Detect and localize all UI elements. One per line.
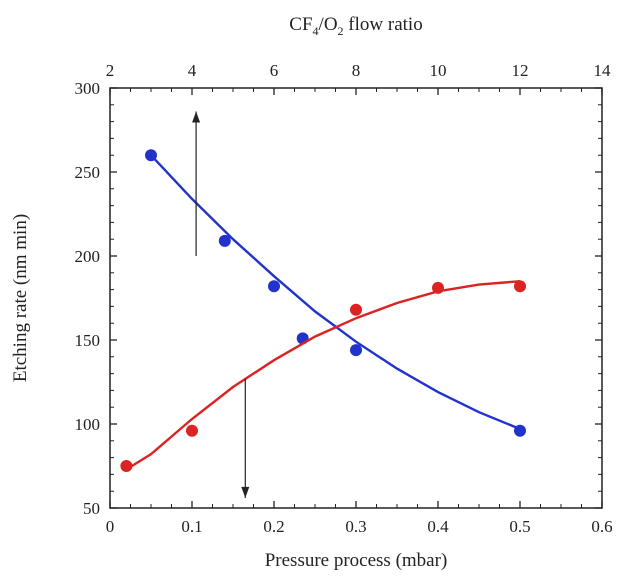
arrow-head — [192, 111, 201, 123]
y-tick-label: 50 — [83, 499, 100, 518]
top-tick-label: 2 — [106, 61, 115, 80]
x-tick-label: 0.2 — [263, 517, 284, 536]
data-point — [268, 280, 280, 293]
top-tick-label: 4 — [188, 61, 197, 80]
x-tick-label: 0.6 — [591, 517, 612, 536]
arrow-head — [241, 486, 250, 498]
top-title-slash-o: /O — [319, 14, 338, 35]
x-tick-label: 0 — [106, 517, 115, 536]
y-tick-label: 200 — [75, 247, 101, 266]
y-tick-label: 150 — [75, 331, 101, 350]
plot-frame — [109, 87, 603, 509]
data-point — [350, 344, 362, 357]
x-axis-title: Pressure process (mbar) — [265, 550, 448, 571]
data-point — [120, 460, 133, 472]
y-tick-label: 300 — [75, 79, 101, 98]
data-point — [186, 424, 198, 437]
top-axis-title: CF4/O2 flow ratio — [289, 14, 422, 38]
data-point — [432, 281, 444, 294]
top-title-sub-4: 4 — [313, 24, 319, 38]
data-point — [145, 149, 157, 162]
top-tick-label: 14 — [594, 61, 612, 80]
top-title-rest: flow ratio — [344, 14, 423, 35]
y-tick-label: 250 — [75, 163, 101, 182]
data-point — [514, 424, 526, 437]
x-tick-label: 0.5 — [509, 517, 530, 536]
top-title-cf: CF — [289, 14, 312, 35]
y-axis-title: Etching rate (nm min) — [10, 214, 31, 382]
top-tick-label: 6 — [270, 61, 279, 80]
fit-curve — [150, 154, 521, 431]
y-tick-label: 100 — [75, 415, 101, 434]
ticks-layer — [109, 87, 603, 509]
x-tick-label: 0.1 — [181, 517, 202, 536]
top-title-sub-2: 2 — [338, 24, 344, 38]
data-point — [218, 234, 231, 247]
x-tick-label: 0.3 — [345, 517, 366, 536]
top-tick-label: 10 — [430, 61, 447, 80]
fit-curve — [125, 280, 521, 471]
tick-labels-layer: 0 0.1 0.2 0.3 0.4 0.5 0.6 2 4 6 8 10 12 14 50 100 150 200… — [75, 61, 613, 536]
data-point — [514, 280, 526, 293]
top-tick-label: 8 — [352, 61, 361, 80]
x-tick-label: 0.4 — [427, 517, 449, 536]
top-tick-label: 12 — [512, 61, 529, 80]
series-layer — [120, 111, 526, 498]
data-point — [350, 303, 362, 316]
